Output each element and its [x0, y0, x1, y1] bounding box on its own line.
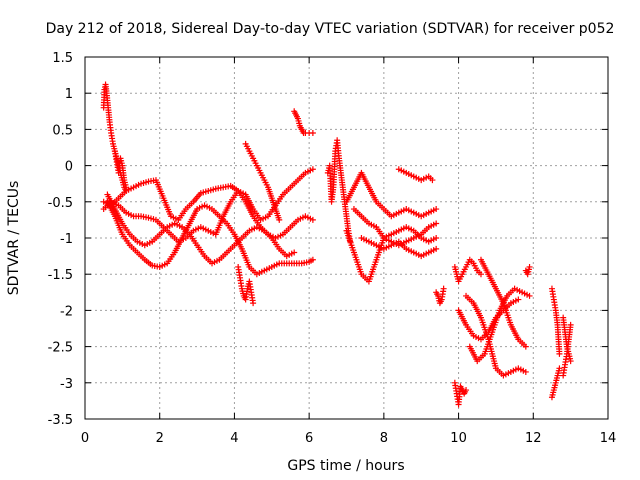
data-point: [309, 166, 316, 173]
y-tick-label: -2: [60, 304, 73, 319]
y-tick-label: 1.5: [52, 51, 73, 66]
y-tick-label: 0.5: [52, 123, 73, 138]
y-axis-label: SDTVAR / TECUs: [6, 181, 22, 296]
y-tick-label: 1: [65, 87, 73, 102]
x-axis-label: GPS time / hours: [287, 458, 404, 474]
data-point: [522, 343, 529, 350]
data-point: [440, 285, 447, 292]
data-point: [556, 350, 563, 357]
data-point: [291, 249, 298, 256]
x-tick-label: 10: [450, 431, 467, 446]
data-points: [100, 81, 574, 408]
y-tick-label: 0: [65, 160, 73, 175]
axis-ticks: 0 2 4 6 8 10 12 14 -3.5 -3 -2.5 -2 -1.5 -1 -0.5 0 0.5 1 1.…: [48, 51, 617, 446]
data-point: [567, 321, 574, 328]
y-tick-label: -1: [60, 232, 73, 247]
x-tick-label: 12: [525, 431, 542, 446]
data-point: [522, 368, 529, 375]
y-tick-label: -0.5: [48, 196, 73, 211]
y-tick-label: -3: [60, 377, 73, 392]
x-tick-label: 4: [230, 431, 238, 446]
data-point: [123, 184, 130, 191]
data-point: [556, 365, 563, 372]
data-point: [433, 235, 440, 241]
data-point: [250, 300, 257, 307]
x-tick-label: 6: [305, 431, 313, 446]
data-point: [433, 245, 440, 252]
y-tick-label: -3.5: [48, 413, 73, 428]
data-point: [526, 263, 533, 270]
data-point: [433, 206, 440, 213]
y-tick-label: -2.5: [48, 341, 73, 356]
data-point: [309, 216, 316, 223]
x-tick-label: 0: [81, 431, 89, 446]
plot-frame: [84, 56, 609, 420]
data-point: [276, 216, 283, 223]
data-point: [463, 387, 470, 394]
data-point: [309, 130, 316, 137]
data-point: [515, 296, 522, 303]
y-tick-label: -1.5: [48, 268, 73, 283]
data-point: [526, 292, 533, 299]
data-point: [567, 358, 574, 365]
data-point: [309, 256, 316, 263]
data-point: [433, 220, 440, 227]
x-tick-label: 8: [380, 431, 388, 446]
chart-title: Day 212 of 2018, Sidereal Day-to-day VTE…: [46, 21, 615, 37]
x-tick-label: 14: [600, 431, 617, 446]
data-point: [477, 271, 484, 278]
data-point: [429, 177, 436, 184]
x-tick-label: 2: [156, 431, 164, 446]
